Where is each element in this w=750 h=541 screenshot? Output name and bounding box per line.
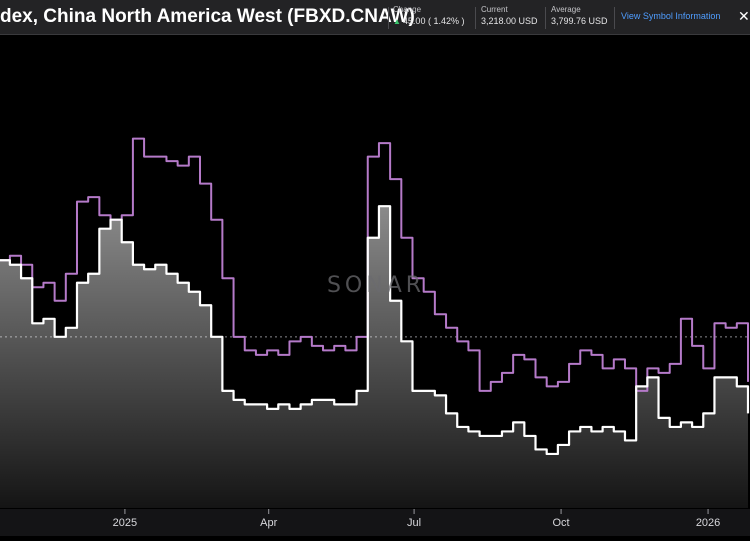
plot-layer [0, 137, 750, 508]
header-divider [475, 7, 476, 29]
chart-area: SONAR Oct2025AprJulOct2026 [0, 35, 750, 536]
current-label: Current [481, 5, 508, 14]
price-chart: SONAR Oct2025AprJulOct2026 [0, 137, 750, 536]
change-value-row: ▲ 45.00 ( 1.42% ) [393, 15, 464, 28]
average-stat: Average 3,799.76 USD [551, 5, 608, 28]
change-stat: Change ▲ 45.00 ( 1.42% ) [393, 5, 464, 28]
x-tick-label: 2025 [113, 517, 137, 529]
change-label: Change [393, 5, 422, 14]
x-tick-label: 2026 [696, 517, 720, 529]
view-symbol-information-link[interactable]: View Symbol Information [621, 11, 721, 21]
close-icon[interactable]: ✕ [738, 8, 750, 24]
series-area-fill [0, 206, 748, 508]
header-divider [614, 7, 615, 29]
up-arrow-icon: ▲ [393, 17, 401, 26]
series-line-white [0, 205, 750, 456]
x-tick-label: Jul [407, 517, 421, 529]
average-label: Average [551, 5, 581, 14]
series-line-purple [0, 137, 749, 392]
current-stat: Current 3,218.00 USD [481, 5, 538, 28]
x-axis: Oct2025AprJulOct2026 [0, 509, 750, 536]
change-value: 45.00 ( 1.42% ) [402, 16, 465, 26]
chart-header: dex, China North America West (FBXD.CNAW… [0, 0, 750, 35]
header-divider [388, 7, 389, 29]
current-value: 3,218.00 USD [481, 16, 538, 26]
sonar-watermark: SONAR [327, 273, 425, 298]
x-tick-label: Apr [260, 517, 277, 529]
average-value: 3,799.76 USD [551, 16, 608, 26]
header-divider [545, 7, 546, 29]
chart-title: dex, China North America West (FBXD.CNAW… [0, 6, 415, 27]
x-tick-label: Oct [553, 517, 570, 529]
